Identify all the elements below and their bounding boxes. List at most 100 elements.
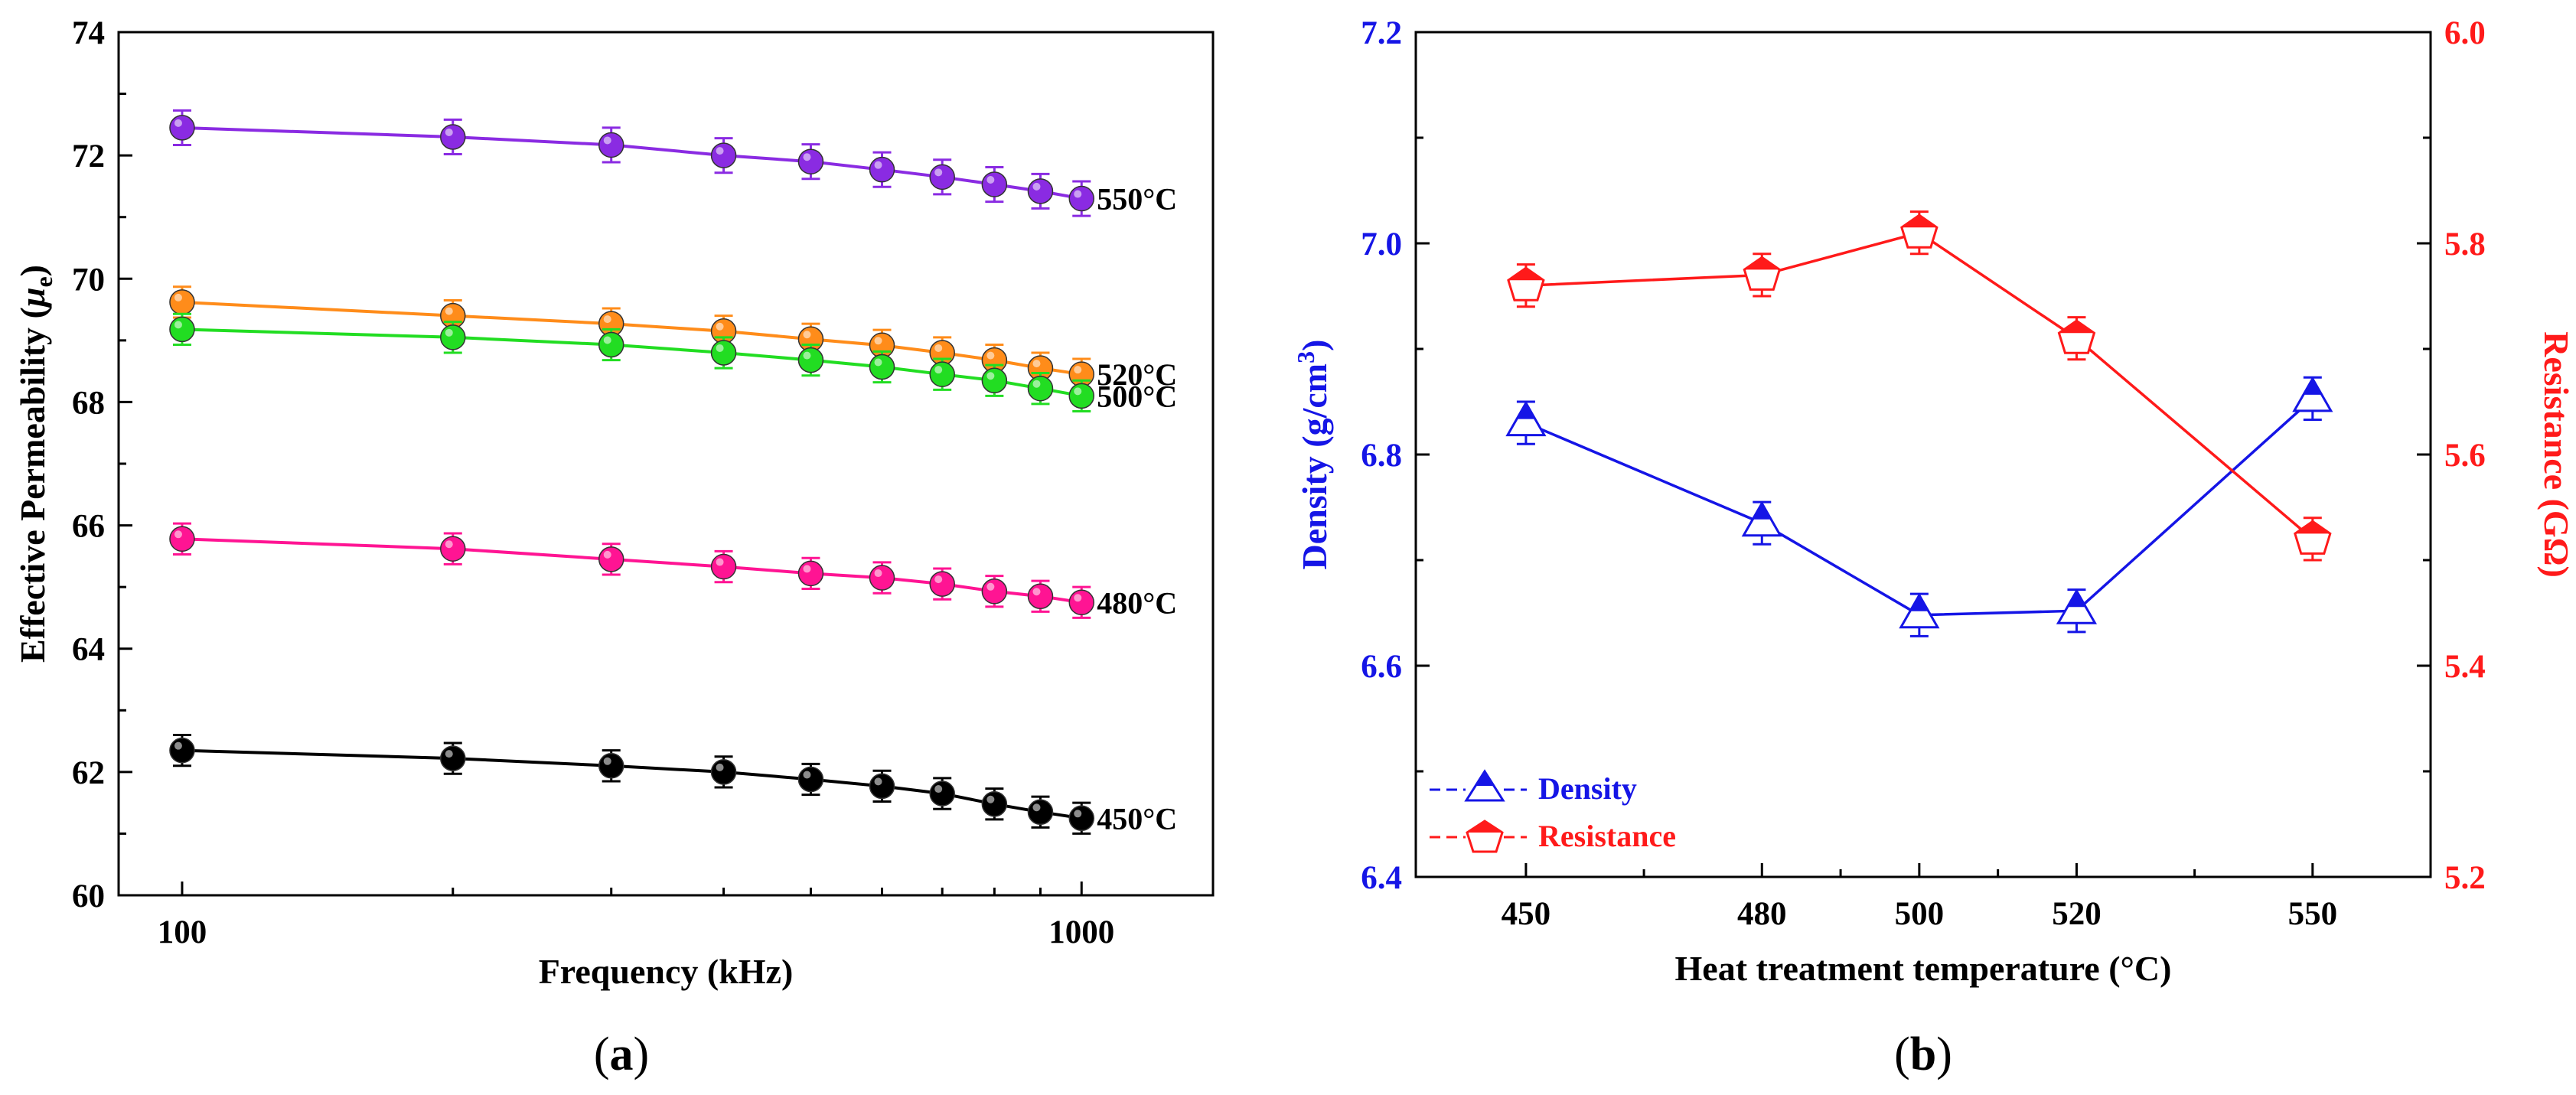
a-series-500-c xyxy=(169,312,1095,413)
a-point-500-c xyxy=(1068,383,1095,409)
a-y-tick-label-68: 68 xyxy=(72,385,105,421)
b-point-fill-density xyxy=(1516,402,1535,419)
a-series-480-c xyxy=(169,522,1095,619)
a-point-500-c xyxy=(1027,375,1054,402)
a-point-550-c xyxy=(710,142,737,168)
a-point-550-c xyxy=(440,124,466,150)
a-point-450-c xyxy=(1068,805,1095,832)
a-point-450-c xyxy=(929,781,955,807)
b-right-tick-label-6-0: 6.0 xyxy=(2444,15,2486,51)
b-left-tick-label-6-6: 6.6 xyxy=(1361,649,1402,685)
panel-a-x-ticks: 100 1000 xyxy=(158,882,1114,950)
a-point-highlight-450-c xyxy=(445,750,453,758)
b-right-tick-label-5-4: 5.4 xyxy=(2444,649,2486,685)
a-point-highlight-520-c xyxy=(445,307,453,315)
a-x-tick-label-100: 100 xyxy=(158,914,207,950)
b-point-fill-resistance xyxy=(2294,521,2330,534)
b-point-fill-density xyxy=(2303,378,2322,395)
a-point-highlight-520-c xyxy=(803,331,811,339)
a-point-highlight-450-c xyxy=(874,777,882,786)
legend-item-resistance: Resistance xyxy=(1430,819,1676,853)
b-left-tick-label-6-4: 6.4 xyxy=(1361,860,1402,896)
b-point-fill-resistance xyxy=(2059,321,2095,334)
a-point-550-c xyxy=(1027,178,1054,204)
b-left-tick-label-7-2: 7.2 xyxy=(1361,15,1402,51)
b-point-fill-density xyxy=(1753,503,1772,520)
a-point-highlight-500-c xyxy=(986,372,995,380)
a-point-500-c xyxy=(440,324,466,350)
legend-item-density: Density xyxy=(1430,769,1637,806)
a-y-tick-label-74: 74 xyxy=(72,15,105,51)
a-point-480-c xyxy=(1068,589,1095,616)
a-point-highlight-550-c xyxy=(803,153,811,161)
a-point-550-c xyxy=(598,132,624,158)
a-point-480-c xyxy=(710,553,737,580)
panel-b-left-y-axis-title: Density (g/cm3) xyxy=(1292,340,1334,570)
a-point-highlight-550-c xyxy=(986,176,995,184)
b-left-tick-label-6-8: 6.8 xyxy=(1361,438,1402,474)
b-left-tick-label-7-0: 7.0 xyxy=(1361,226,1402,262)
a-point-500-c xyxy=(929,361,955,387)
a-series-550-c xyxy=(169,109,1095,217)
a-point-highlight-500-c xyxy=(934,366,943,374)
a-curve-label-520-c: 520°C xyxy=(1097,357,1177,392)
a-point-550-c xyxy=(869,156,895,183)
a-line-550-c xyxy=(181,125,1082,200)
a-point-450-c xyxy=(710,759,737,785)
b-point-fill-density xyxy=(1909,595,1929,611)
a-point-480-c xyxy=(598,546,624,572)
panel-b-x-ticks: 450 480 500 520 550 xyxy=(1502,863,2337,932)
b-point-fill-density xyxy=(2067,591,2086,608)
a-point-550-c xyxy=(1068,185,1095,212)
a-point-highlight-480-c xyxy=(986,582,995,591)
legend-density-label: Density xyxy=(1538,771,1637,806)
a-point-highlight-450-c xyxy=(934,785,943,794)
a-point-450-c xyxy=(1027,799,1054,825)
a-point-480-c xyxy=(1027,583,1054,609)
a-y-tick-label-66: 66 xyxy=(72,509,105,545)
a-point-550-c xyxy=(981,171,1008,197)
a-y-tick-label-72: 72 xyxy=(72,139,105,174)
a-point-highlight-500-c xyxy=(803,351,811,360)
a-point-highlight-520-c xyxy=(1074,366,1082,374)
b-point-fill-resistance xyxy=(1901,215,1937,228)
b-x-tick-label-450: 450 xyxy=(1502,896,1551,932)
a-point-highlight-520-c xyxy=(986,351,995,360)
a-point-highlight-450-c xyxy=(1074,810,1082,818)
a-point-550-c xyxy=(797,148,824,174)
a-point-highlight-500-c xyxy=(445,328,453,337)
a-line-520-c xyxy=(181,300,1082,376)
a-point-highlight-480-c xyxy=(174,530,182,539)
a-point-highlight-480-c xyxy=(803,565,811,573)
a-point-highlight-450-c xyxy=(986,795,995,803)
a-line-480-c xyxy=(181,537,1082,605)
b-series-resistance xyxy=(1507,210,2332,562)
a-point-highlight-500-c xyxy=(603,336,611,344)
panel-b-legend: Density Resistance xyxy=(1430,769,1676,853)
a-point-550-c xyxy=(929,164,955,191)
panel-b-left-y-ticks: 6.4 6.6 6.8 7.0 7.2 xyxy=(1361,15,1430,896)
legend-resistance-label: Resistance xyxy=(1538,819,1676,853)
b-x-tick-label-480: 480 xyxy=(1737,896,1787,932)
a-point-500-c xyxy=(869,354,895,380)
a-point-highlight-450-c xyxy=(803,771,811,779)
a-point-500-c xyxy=(598,331,624,358)
a-point-highlight-480-c xyxy=(603,550,611,559)
a-point-480-c xyxy=(440,536,466,562)
a-y-tick-label-70: 70 xyxy=(72,262,105,298)
a-point-highlight-520-c xyxy=(603,315,611,324)
a-point-highlight-520-c xyxy=(934,344,943,352)
a-point-480-c xyxy=(869,565,895,591)
legend-density-marker-fill xyxy=(1475,771,1494,786)
panel-b-x-axis-title: Heat treatment temperature (°C) xyxy=(1675,949,2172,988)
panel-b-right-y-ticks: 5.2 5.4 5.6 5.8 6.0 xyxy=(2417,15,2486,896)
a-point-highlight-550-c xyxy=(174,119,182,127)
a-point-highlight-550-c xyxy=(603,136,611,145)
a-point-highlight-500-c xyxy=(874,358,882,367)
a-point-highlight-550-c xyxy=(874,161,882,169)
a-point-highlight-480-c xyxy=(716,558,724,566)
a-point-highlight-500-c xyxy=(1074,387,1082,396)
a-point-480-c xyxy=(981,578,1008,605)
b-point-fill-resistance xyxy=(1508,268,1544,281)
